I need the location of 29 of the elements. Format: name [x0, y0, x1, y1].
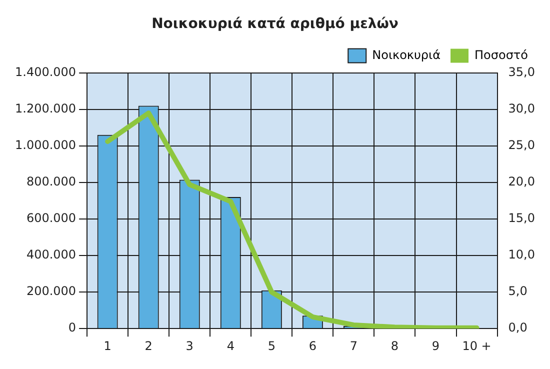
- legend-label: Ποσοστό: [474, 48, 528, 62]
- y-tick-label: 600.000: [26, 211, 76, 226]
- y2-tick-label: 5,0: [508, 284, 528, 298]
- x-tick-label: 1: [104, 338, 112, 353]
- y-tick-label: 1.200.000: [14, 101, 76, 116]
- y2-tick-label: 10,0: [508, 248, 535, 262]
- x-tick-label: 2: [144, 338, 152, 353]
- y-tick-label: 200.000: [26, 284, 76, 298]
- y2-tick-label: 20,0: [508, 174, 535, 189]
- y2-tick-label: 35,0: [508, 64, 535, 79]
- y-tick-label: 1.000.000: [14, 138, 76, 152]
- x-tick-label: 10 +: [462, 338, 492, 353]
- y2-tick-label: 0,0: [508, 320, 528, 335]
- x-tick-label: 5: [268, 338, 276, 353]
- x-tick-label: 3: [186, 338, 194, 353]
- x-tick-label: 4: [226, 338, 234, 353]
- x-tick-label: 6: [308, 338, 317, 353]
- x-tick-label: 8: [390, 338, 399, 353]
- y2-tick-label: 15,0: [508, 211, 535, 226]
- y-tick-label: 0: [68, 320, 76, 335]
- y-tick-label: 1.400.000: [14, 64, 76, 79]
- chart-title: Νοικοκυριά κατά αριθμό μελών: [152, 16, 398, 32]
- y2-tick-label: 25,0: [508, 138, 535, 152]
- x-tick-label: 7: [350, 338, 358, 353]
- y-tick-label: 400.000: [26, 248, 76, 262]
- legend-label: Νοικοκυριά: [372, 48, 441, 62]
- y2-tick-label: 30,0: [508, 101, 535, 116]
- x-tick-label: 9: [432, 338, 440, 353]
- y-tick-label: 800.000: [26, 174, 76, 189]
